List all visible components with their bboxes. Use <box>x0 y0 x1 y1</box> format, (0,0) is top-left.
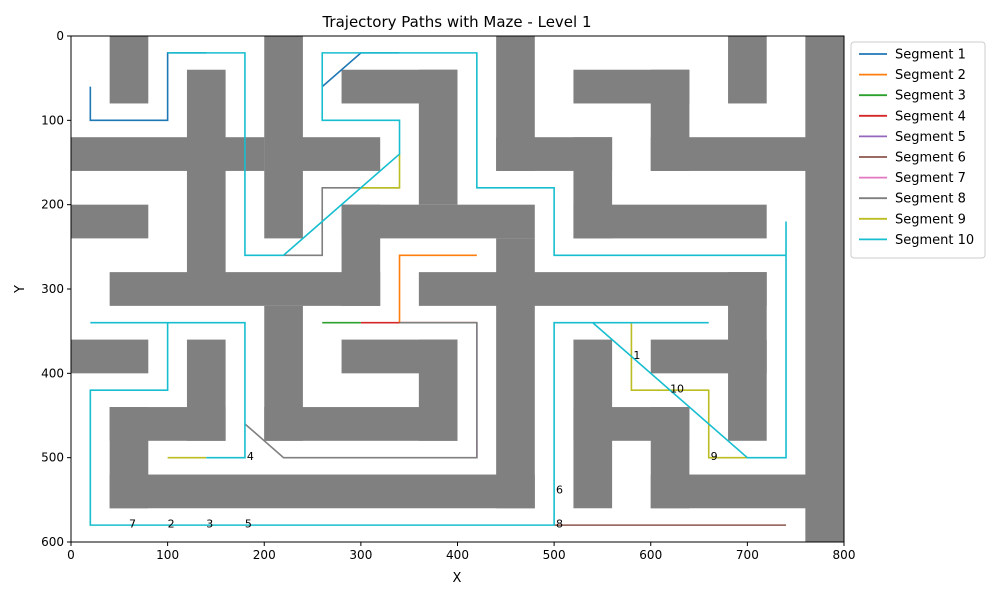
y-axis: 0 100 200 300 400 500 600 <box>41 29 71 549</box>
y-tick-label: 500 <box>41 451 64 465</box>
x-axis-label: X <box>453 571 462 586</box>
x-tick-label: 700 <box>736 548 759 562</box>
x-tick-label: 300 <box>349 548 372 562</box>
x-tick-label: 500 <box>543 548 566 562</box>
annotations: 1 10 9 4 6 7 2 3 5 8 <box>129 349 718 531</box>
y-tick-label: 300 <box>41 282 64 296</box>
series-line-segment-10 <box>592 221 787 459</box>
y-tick-label: 200 <box>41 198 64 212</box>
point-annotation: 3 <box>206 517 213 530</box>
legend-entry: Segment 2 <box>895 68 966 83</box>
series-line-segment-10 <box>89 321 709 526</box>
legend-entry: Segment 10 <box>895 233 974 248</box>
x-tick-label: 0 <box>67 548 75 562</box>
maze-wall <box>71 204 149 239</box>
point-annotation: 6 <box>556 484 563 497</box>
maze-wall <box>341 339 458 374</box>
legend-entry: Segment 7 <box>895 171 966 186</box>
maze-wall <box>109 36 149 104</box>
maze-wall <box>728 36 767 104</box>
legend-entry: Segment 6 <box>895 151 966 166</box>
legend-entry: Segment 1 <box>895 48 966 63</box>
maze-wall <box>186 69 226 289</box>
y-tick-label: 400 <box>41 366 64 380</box>
maze-wall <box>264 137 381 171</box>
legend-entry: Segment 8 <box>895 192 966 207</box>
legend-entry: Segment 4 <box>895 109 966 124</box>
maze-walls <box>71 36 844 542</box>
series-line-segment-8 <box>244 321 478 459</box>
y-tick-label: 100 <box>41 113 64 127</box>
x-tick-label: 800 <box>833 548 856 562</box>
maze-wall <box>573 204 767 239</box>
maze-wall <box>496 238 535 509</box>
maze-wall <box>71 137 265 171</box>
point-annotation: 1 <box>633 349 640 362</box>
series-line-segment-2 <box>398 254 477 323</box>
maze-wall <box>805 36 844 542</box>
y-tick-label: 0 <box>56 29 64 43</box>
maze-wall <box>71 339 149 374</box>
x-axis: 0 100 200 300 400 500 600 700 800 <box>67 542 855 562</box>
maze-wall <box>650 474 844 509</box>
maze-wall <box>418 69 458 205</box>
y-axis-label: Y <box>13 285 28 294</box>
series-line-segment-10 <box>167 52 787 257</box>
point-annotation: 10 <box>670 383 684 396</box>
point-annotation: 8 <box>556 517 563 530</box>
point-annotation: 2 <box>168 517 175 530</box>
x-tick-label: 400 <box>446 548 469 562</box>
maze-wall <box>728 272 767 441</box>
x-tick-label: 600 <box>639 548 662 562</box>
x-tick-label: 100 <box>156 548 179 562</box>
point-annotation: 4 <box>247 450 254 463</box>
legend-entry: Segment 3 <box>895 89 966 104</box>
point-annotation: 7 <box>129 517 136 530</box>
chart-title: Trajectory Paths with Maze - Level 1 <box>321 13 591 31</box>
point-annotation: 9 <box>711 450 718 463</box>
y-tick-label: 600 <box>41 535 64 549</box>
x-tick-label: 200 <box>253 548 276 562</box>
maze-wall <box>418 272 767 306</box>
legend: Segment 1 Segment 2 Segment 3 Segment 4 Segm… <box>850 41 986 259</box>
series-line-segment-9 <box>360 154 401 189</box>
series-line-segment-9 <box>630 322 748 459</box>
maze-wall <box>109 474 535 509</box>
point-annotation: 5 <box>245 517 252 530</box>
maze-wall <box>109 272 381 306</box>
legend-entry: Segment 5 <box>895 130 966 145</box>
legend-entry: Segment 9 <box>895 212 966 227</box>
trajectory-series <box>89 52 787 526</box>
